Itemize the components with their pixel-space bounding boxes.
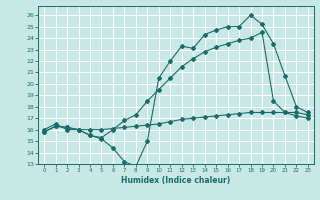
X-axis label: Humidex (Indice chaleur): Humidex (Indice chaleur) <box>121 176 231 185</box>
